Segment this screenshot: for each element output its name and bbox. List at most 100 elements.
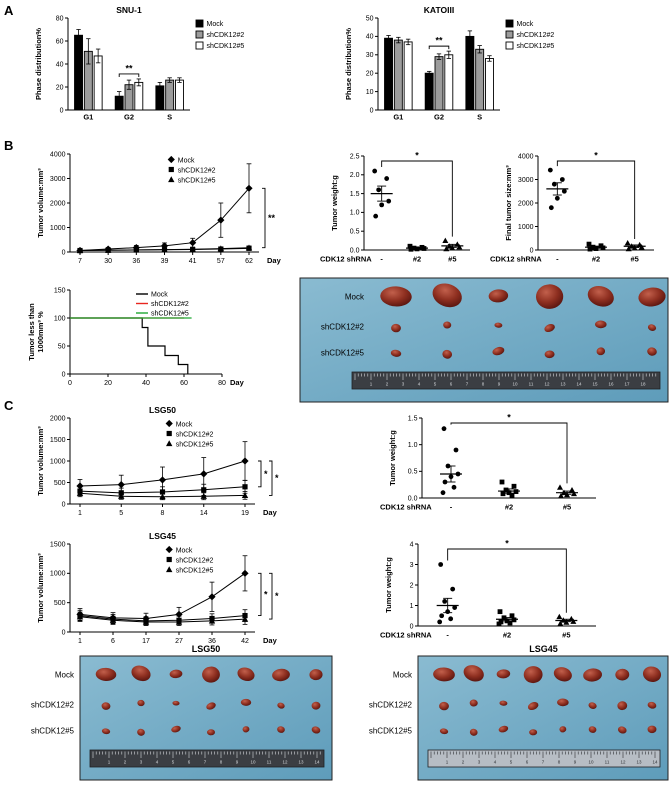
svg-text:shCDK12#2: shCDK12#2 [517,32,555,39]
svg-text:CDK12 shRNA: CDK12 shRNA [490,255,542,264]
svg-text:1: 1 [78,510,82,517]
chart-b-tumor-volume: 0 1000 2000 3000 4000 Tumor volume:mm³ 7 30 36 39… [22,142,317,280]
svg-text:17: 17 [624,382,630,387]
svg-text:80: 80 [218,380,226,387]
svg-text:Day: Day [267,256,282,265]
svg-text:shCDK12#2: shCDK12#2 [176,558,214,565]
chart-snu1-phase-distribution: 0 20 40 60 80 Phase distribution% SNU-1 G1 G2 S Mo… [28,2,268,134]
svg-text:15: 15 [592,382,598,387]
panel-c-label: C [4,398,14,413]
svg-text:1.5: 1.5 [408,415,418,422]
svg-text:9: 9 [574,760,577,765]
svg-text:#5: #5 [630,255,638,264]
chart-lsg50-tumor-volume: 0 500 1000 1500 2000 Tumor volume:mm³ LSG50 1 5 8… [22,402,317,530]
svg-text:57: 57 [217,258,225,265]
svg-text:LSG45: LSG45 [149,531,176,541]
svg-text:S: S [477,113,482,122]
svg-text:1: 1 [370,382,373,387]
svg-text:8: 8 [161,510,165,517]
svg-text:Tumor volume:mm³: Tumor volume:mm³ [36,426,45,496]
svg-text:10: 10 [366,89,374,96]
svg-text:1000: 1000 [50,571,66,578]
svg-text:0.5: 0.5 [350,229,360,236]
svg-text:150: 150 [54,287,66,294]
svg-text:4: 4 [418,382,421,387]
svg-text:**: ** [125,63,133,73]
svg-text:1: 1 [78,638,82,645]
svg-text:7: 7 [542,760,545,765]
svg-text:*: * [275,473,279,483]
svg-text:30: 30 [104,258,112,265]
svg-text:Mock: Mock [345,293,365,302]
svg-text:6: 6 [188,760,191,765]
svg-text:2.5: 2.5 [350,153,360,160]
svg-text:*: * [264,589,268,599]
svg-text:0: 0 [62,629,66,636]
svg-text:36: 36 [132,258,140,265]
svg-text:*: * [275,591,279,601]
svg-text:100: 100 [54,315,66,322]
svg-text:0.0: 0.0 [408,495,418,502]
svg-text:3000: 3000 [50,176,66,183]
svg-text:2.0: 2.0 [350,172,360,179]
svg-text:1000: 1000 [50,458,66,465]
svg-text:shCDK12#5: shCDK12#5 [151,311,189,318]
svg-text:1.5: 1.5 [350,191,360,198]
svg-text:14: 14 [200,510,208,517]
svg-text:5: 5 [510,760,513,765]
svg-text:Tumor less than: Tumor less than [27,303,36,361]
svg-text:2: 2 [462,760,465,765]
svg-text:Mock: Mock [207,21,224,28]
svg-text:500: 500 [54,480,66,487]
svg-text:1.0: 1.0 [350,210,360,217]
svg-text:10: 10 [588,760,594,765]
svg-text:0: 0 [530,247,534,254]
svg-text:80: 80 [56,15,64,22]
svg-text:30: 30 [366,52,374,59]
svg-text:41: 41 [189,258,197,265]
svg-text:shCDK12#2: shCDK12#2 [31,700,75,709]
svg-text:#2: #2 [503,631,511,640]
svg-text:10: 10 [250,760,256,765]
svg-text:0.5: 0.5 [408,469,418,476]
svg-text:Phase distribution%: Phase distribution% [344,28,353,100]
svg-text:6: 6 [111,638,115,645]
svg-text:shCDK12#5: shCDK12#5 [369,726,413,735]
svg-text:shCDK12#5: shCDK12#5 [178,178,216,185]
svg-text:Day: Day [263,636,278,645]
svg-text:6: 6 [450,382,453,387]
svg-text:shCDK12#2: shCDK12#2 [151,301,189,308]
svg-text:*: * [507,413,511,423]
svg-text:1: 1 [446,760,449,765]
svg-text:shCDK12#2: shCDK12#2 [178,168,216,175]
svg-text:16: 16 [608,382,614,387]
svg-text:Mock: Mock [176,548,193,555]
svg-text:G1: G1 [83,113,93,122]
svg-text:7: 7 [204,760,207,765]
svg-text:*: * [264,469,268,479]
svg-text:14: 14 [576,382,582,387]
svg-text:**: ** [268,213,276,223]
svg-text:13: 13 [636,760,642,765]
svg-text:14: 14 [652,760,658,765]
svg-text:40: 40 [56,61,64,68]
svg-text:Tumor weight:g: Tumor weight:g [330,175,339,231]
svg-text:2: 2 [386,382,389,387]
svg-text:shCDK12#5: shCDK12#5 [176,568,214,575]
svg-text:Mock: Mock [393,671,413,680]
svg-text:G2: G2 [124,113,134,122]
svg-text:14: 14 [314,760,320,765]
svg-text:3: 3 [410,562,414,569]
svg-text:13: 13 [560,382,566,387]
svg-text:11: 11 [605,760,610,765]
svg-text:1: 1 [108,760,111,765]
svg-text:#5: #5 [563,503,571,512]
chart-lsg50-tumor-weight: 0.0 0.5 1.0 1.5 Tumor weight:g - #2 #5 CDK12 shR… [378,406,630,526]
svg-text:5: 5 [119,510,123,517]
svg-text:5: 5 [434,382,437,387]
svg-text:12: 12 [544,382,550,387]
svg-text:Mock: Mock [151,292,168,299]
svg-text:0: 0 [62,249,66,256]
svg-text:17: 17 [142,638,150,645]
svg-text:0: 0 [60,107,64,114]
